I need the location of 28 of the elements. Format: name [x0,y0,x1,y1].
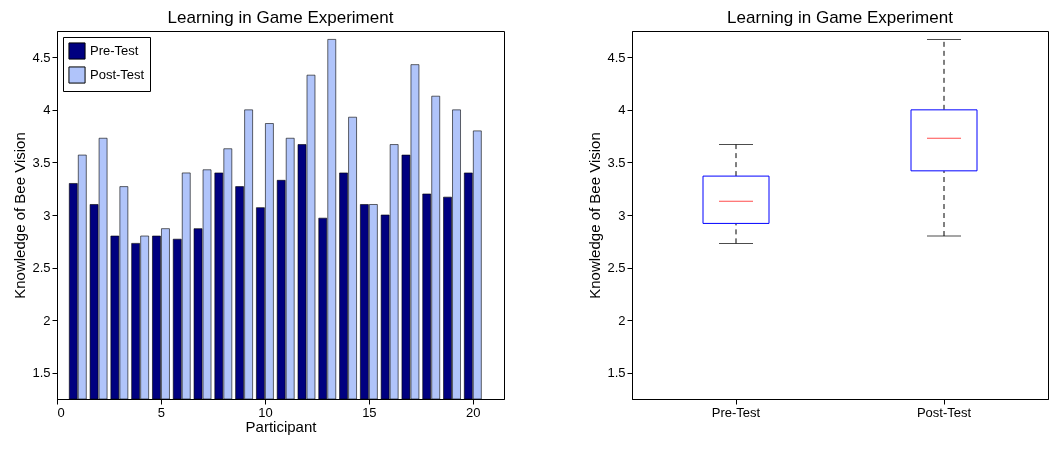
y-tick-label: 3.5 [607,154,626,170]
x-tick-label: 20 [466,404,481,420]
y-tick-label: 2 [43,312,51,328]
x-tick-label: 15 [362,404,377,420]
y-axis-title: Knowledge of Bee Vision [586,132,604,299]
y-axis-title: Knowledge of Bee Vision [11,132,29,299]
y-tick-label: 4 [43,102,51,118]
x-tick-label: Post-Test [916,404,972,420]
x-axis-title: Participant [245,417,318,435]
chart-title: Learning in Game Experiment [727,8,954,27]
x-tick-label: 0 [57,404,65,420]
x-tick-label: 10 [258,404,273,420]
y-tick-label: 4.5 [607,49,626,65]
legend-label: Pre-Test [90,43,139,58]
y-tick-label: 3 [618,207,626,223]
x-tick-label: 5 [157,404,166,420]
y-tick-label: 2 [618,312,626,328]
y-tick-label: 4 [618,102,626,118]
y-tick-label: 4.5 [32,49,51,65]
legend-label: Post-Test [90,67,145,82]
y-tick-label: 2.5 [32,260,51,276]
chart-title: Learning in Game Experiment [167,8,394,27]
y-tick-label: 3.5 [32,154,51,170]
y-tick-label: 1.5 [607,365,626,381]
y-tick-label: 2.5 [607,260,626,276]
y-tick-label: 1.5 [32,365,51,381]
x-tick-label: Pre-Test [711,404,761,420]
y-tick-label: 3 [43,207,51,223]
